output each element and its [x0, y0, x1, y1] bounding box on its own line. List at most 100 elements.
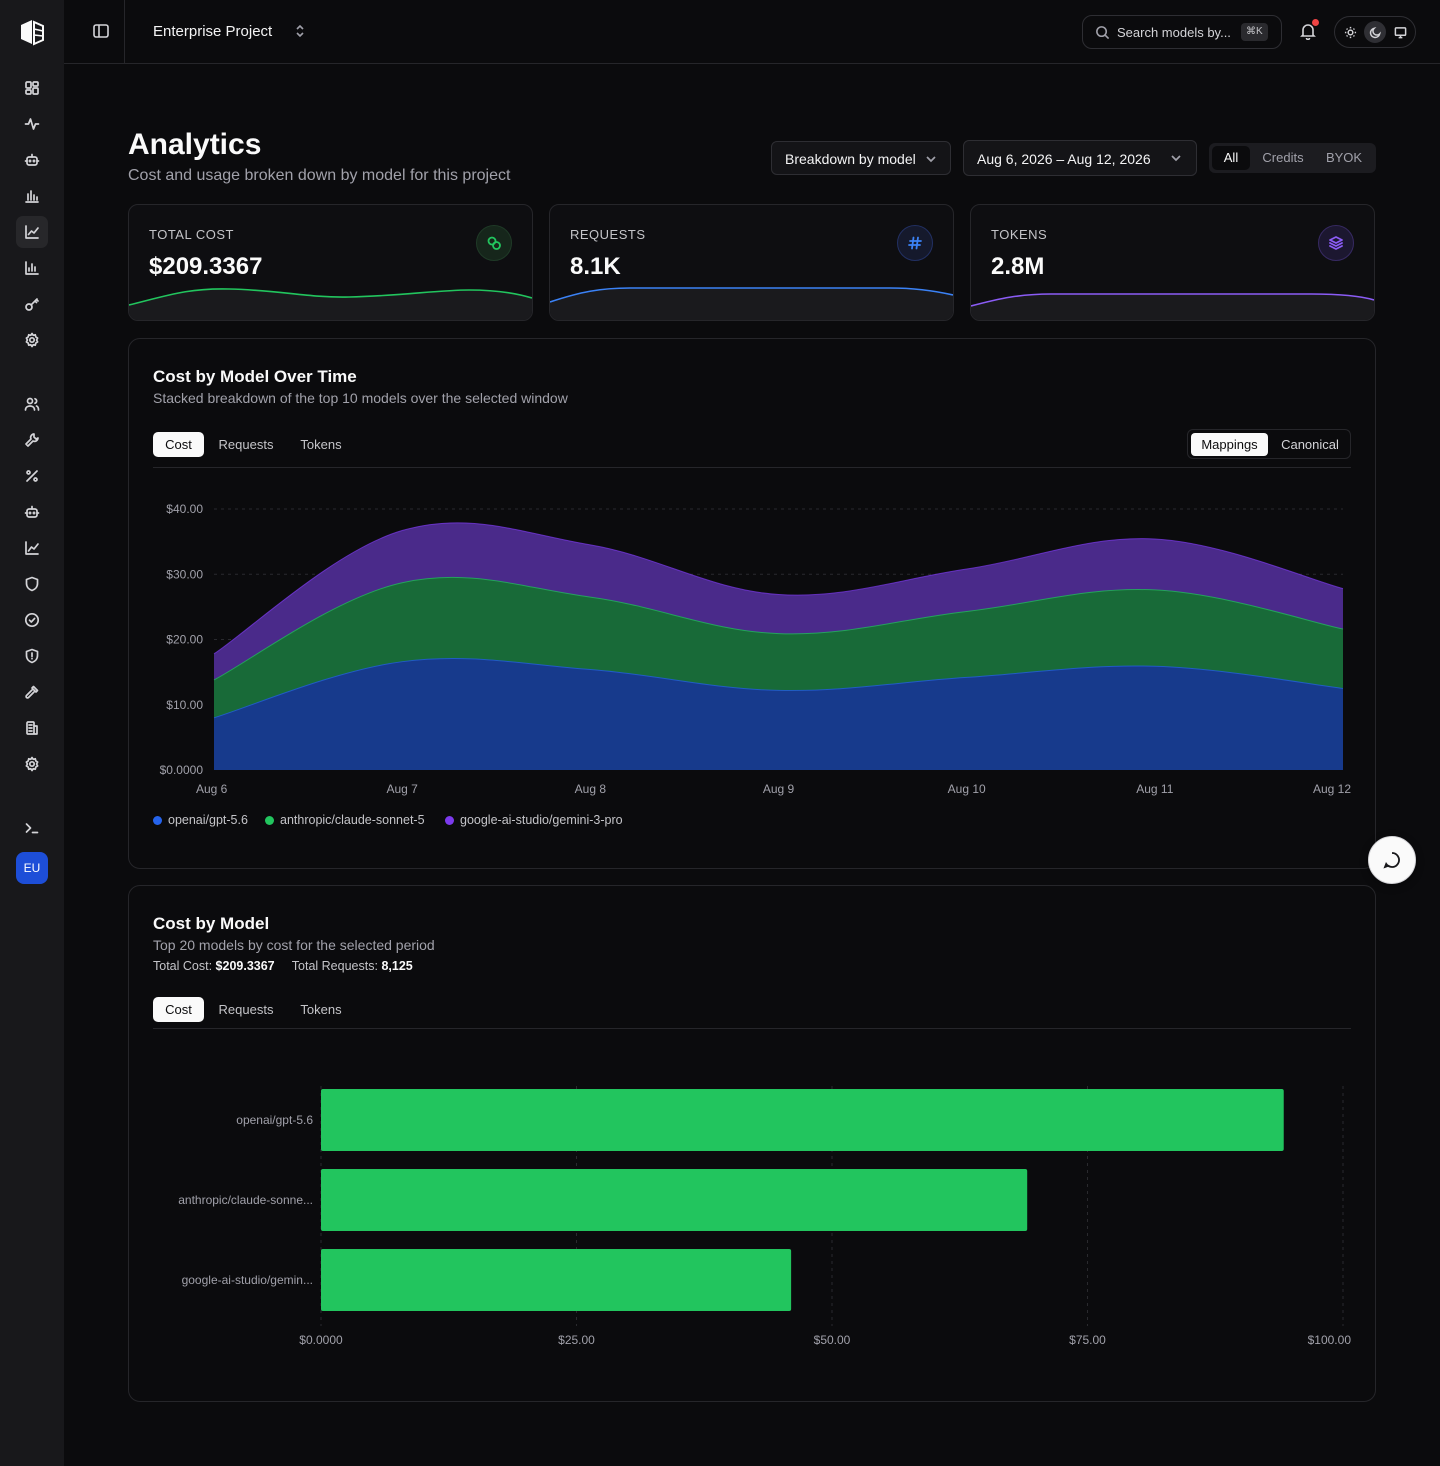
bar[interactable]	[321, 1169, 1028, 1231]
tab-tokens[interactable]: Tokens	[300, 437, 342, 452]
coins-icon	[476, 225, 512, 261]
stat-card-requests: REQUESTS 8.1K	[549, 204, 954, 321]
chevron-down-icon	[1171, 155, 1181, 162]
settings-icon	[25, 332, 39, 348]
bar[interactable]	[321, 1249, 792, 1311]
tab-requests[interactable]: Requests	[218, 1002, 274, 1017]
bar[interactable]	[321, 1089, 1284, 1151]
logo-icon[interactable]	[18, 18, 46, 46]
y-category-label: google-ai-studio/gemin...	[182, 1273, 313, 1287]
panel-subtitle: Stacked breakdown of the top 10 models o…	[153, 390, 568, 406]
dashboard-icon	[25, 81, 39, 95]
sidebar-item-wrench[interactable]	[16, 424, 48, 456]
cost-by-model-panel: Cost by Model Top 20 models by cost for …	[128, 885, 1376, 1402]
sidebar-item-building[interactable]	[16, 712, 48, 744]
stat-value: 8.1K	[570, 253, 621, 280]
legend-item[interactable]: openai/gpt-5.6	[153, 813, 248, 827]
breakdown-select[interactable]: Breakdown by model	[771, 141, 951, 175]
filter-byok[interactable]: BYOK	[1325, 150, 1363, 165]
sidebar-toggle-icon[interactable]	[92, 22, 110, 40]
sidebar: EU	[0, 0, 64, 1466]
sidebar-item-shield[interactable]	[16, 568, 48, 600]
tab-tokens[interactable]: Tokens	[300, 1002, 342, 1017]
x-tick-label: $75.00	[1069, 1333, 1106, 1347]
sidebar-item-activity[interactable]	[16, 108, 48, 140]
sidebar-item-cog[interactable]	[16, 748, 48, 780]
sidebar-item-settings[interactable]	[16, 324, 48, 356]
chat-button[interactable]	[1368, 836, 1416, 884]
column-chart-icon	[25, 261, 39, 275]
sun-icon[interactable]	[1339, 21, 1361, 43]
chevrons-up-down-icon[interactable]	[292, 22, 308, 40]
view-mappings[interactable]: Mappings	[1191, 433, 1268, 456]
requests-sparkline	[550, 287, 953, 320]
bot-icon	[24, 505, 40, 518]
tab-cost[interactable]: Cost	[153, 432, 204, 457]
avatar[interactable]: EU	[16, 852, 48, 884]
legend-label: google-ai-studio/gemini-3-pro	[460, 813, 623, 827]
stat-card-total-cost: TOTAL COST $209.3367	[128, 204, 533, 321]
search-shortcut: ⌘K	[1241, 23, 1268, 41]
search-icon	[1096, 26, 1110, 40]
chevron-down-icon	[926, 156, 936, 163]
sidebar-item-bot[interactable]	[16, 496, 48, 528]
legend-item[interactable]: google-ai-studio/gemini-3-pro	[445, 813, 623, 827]
y-tick-label: $30.00	[166, 567, 203, 581]
monitor-icon[interactable]	[1389, 21, 1411, 43]
x-tick-label: $25.00	[558, 1333, 595, 1347]
billing-filter: All Credits BYOK	[1209, 143, 1376, 173]
area-series-line-2	[213, 522, 1344, 655]
sidebar-item-key[interactable]	[16, 288, 48, 320]
moon-icon[interactable]	[1364, 21, 1386, 43]
y-tick-label: $10.00	[166, 698, 203, 712]
bell-icon[interactable]	[1300, 22, 1316, 41]
x-tick-label: $50.00	[814, 1333, 851, 1347]
tab-requests[interactable]: Requests	[218, 437, 274, 452]
y-tick-label: $40.00	[166, 502, 203, 516]
stat-value: 2.8M	[991, 253, 1045, 280]
legend-label: anthropic/claude-sonnet-5	[280, 813, 425, 827]
tab-cost[interactable]: Cost	[153, 997, 204, 1022]
tabs-divider	[153, 1028, 1351, 1029]
view-canonical[interactable]: Canonical	[1281, 437, 1339, 452]
x-tick-label: Aug 7	[386, 782, 418, 796]
area-series-0[interactable]	[214, 658, 1343, 770]
total-requests-value: 8,125	[381, 959, 413, 973]
date-range-select[interactable]: Aug 6, 2026 – Aug 12, 2026	[963, 140, 1197, 176]
filter-credits[interactable]: Credits	[1262, 150, 1304, 165]
x-tick-label: Aug 6	[196, 782, 228, 796]
cost-by-model-chart: $0.0000 $25.00 $50.00 $75.00 $100.00 openai/g…	[178, 1086, 1351, 1347]
sidebar-item-trend[interactable]	[16, 532, 48, 564]
sidebar-item-hammer[interactable]	[16, 676, 48, 708]
y-category-label: openai/gpt-5.6	[236, 1113, 313, 1127]
sidebar-item-column-chart[interactable]	[16, 252, 48, 284]
x-tick-label: Aug 10	[948, 782, 986, 796]
stat-card-tokens: TOKENS 2.8M	[970, 204, 1375, 321]
sidebar-item-line-chart[interactable]	[16, 216, 48, 248]
bot-icon	[24, 153, 40, 166]
sidebar-item-terminal[interactable]	[16, 812, 48, 844]
area-series-line-0	[213, 658, 1344, 719]
x-tick-label: Aug 12	[1313, 782, 1351, 796]
sidebar-item-shield-alert[interactable]	[16, 640, 48, 672]
sidebar-item-percent[interactable]	[16, 460, 48, 492]
stat-label: REQUESTS	[570, 227, 646, 242]
sidebar-item-bot[interactable]	[16, 144, 48, 176]
layers-icon	[1318, 225, 1354, 261]
page-subtitle: Cost and usage broken down by model for …	[128, 167, 511, 184]
sidebar-item-check-circle[interactable]	[16, 604, 48, 636]
line-chart-icon	[25, 225, 39, 239]
panel-title: Cost by Model	[153, 914, 270, 933]
tabs-divider	[153, 467, 1351, 468]
search-box[interactable]: ⌘K	[1082, 15, 1282, 49]
totals-summary: Total Cost: $209.3367 Total Requests: 8,…	[153, 959, 413, 973]
cost-over-time-chart: $0.0000 $10.00 $20.00 $30.00 $40.00 Aug 6 Aug …	[160, 502, 1352, 796]
project-name[interactable]: Enterprise Project	[153, 23, 273, 40]
sidebar-item-bar-chart[interactable]	[16, 180, 48, 212]
search-input[interactable]	[1117, 24, 1237, 41]
sidebar-item-users[interactable]	[16, 388, 48, 420]
sidebar-item-dashboard[interactable]	[16, 72, 48, 104]
legend-item[interactable]: anthropic/claude-sonnet-5	[265, 813, 425, 827]
activity-icon	[24, 118, 40, 130]
filter-all[interactable]: All	[1212, 146, 1250, 170]
